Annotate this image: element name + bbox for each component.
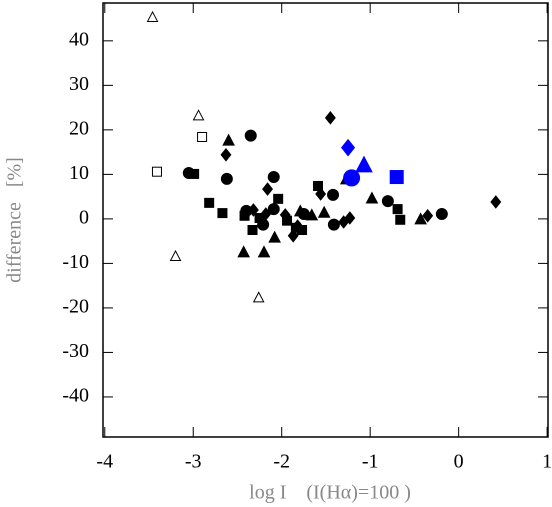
x-axis-label: log I (I(Hα)=100 ) xyxy=(249,482,411,504)
y-tick-label: 10 xyxy=(69,162,89,184)
point xyxy=(305,208,319,221)
x-tick-label: -4 xyxy=(96,451,113,473)
point xyxy=(239,210,250,221)
point xyxy=(268,230,281,243)
point xyxy=(267,171,280,184)
point xyxy=(262,182,273,196)
y-tick-label: -20 xyxy=(62,296,89,318)
point xyxy=(169,249,182,261)
point xyxy=(247,203,259,217)
point xyxy=(260,207,272,221)
point xyxy=(422,208,434,223)
point xyxy=(327,188,340,201)
point xyxy=(414,212,427,225)
point xyxy=(435,207,448,220)
x-tick-label: -3 xyxy=(185,451,202,473)
point xyxy=(389,170,404,185)
point xyxy=(217,208,228,219)
point xyxy=(324,111,336,125)
point xyxy=(392,204,403,215)
point xyxy=(244,129,257,142)
point xyxy=(222,133,235,146)
x-tick-label: -1 xyxy=(362,451,379,473)
y-tick-label: 20 xyxy=(69,117,89,139)
point xyxy=(146,10,159,22)
y-tick-label: -30 xyxy=(62,340,89,362)
point xyxy=(204,197,215,208)
y-tick-label: 40 xyxy=(69,28,89,50)
point xyxy=(341,138,356,157)
point xyxy=(197,131,208,142)
point xyxy=(247,225,258,236)
point xyxy=(273,193,284,204)
point xyxy=(344,211,356,225)
point xyxy=(355,155,373,173)
point xyxy=(151,166,162,177)
point xyxy=(327,218,340,231)
point xyxy=(257,245,271,258)
point xyxy=(252,291,265,303)
point xyxy=(237,245,250,258)
point xyxy=(490,195,502,209)
y-tick-label: -10 xyxy=(62,251,89,273)
point xyxy=(395,214,406,225)
y-tick-label: 0 xyxy=(79,206,89,228)
point xyxy=(293,204,307,217)
point xyxy=(279,208,291,222)
y-axis-label: difference [%] xyxy=(4,157,26,283)
point xyxy=(292,219,304,233)
y-tick-label: 30 xyxy=(69,73,89,95)
plot-frame xyxy=(102,2,549,438)
x-tick-label: 0 xyxy=(454,451,464,473)
point xyxy=(317,205,331,218)
x-tick-label: -2 xyxy=(273,451,290,473)
point xyxy=(315,187,327,201)
point xyxy=(343,169,361,187)
point xyxy=(189,168,200,179)
point xyxy=(381,195,394,208)
x-tick-label: 1 xyxy=(542,451,552,473)
point xyxy=(220,172,233,185)
point xyxy=(220,147,232,162)
point xyxy=(312,180,323,191)
y-tick-label: -40 xyxy=(62,385,89,407)
point xyxy=(192,109,205,121)
point xyxy=(365,191,379,204)
point xyxy=(287,229,299,243)
